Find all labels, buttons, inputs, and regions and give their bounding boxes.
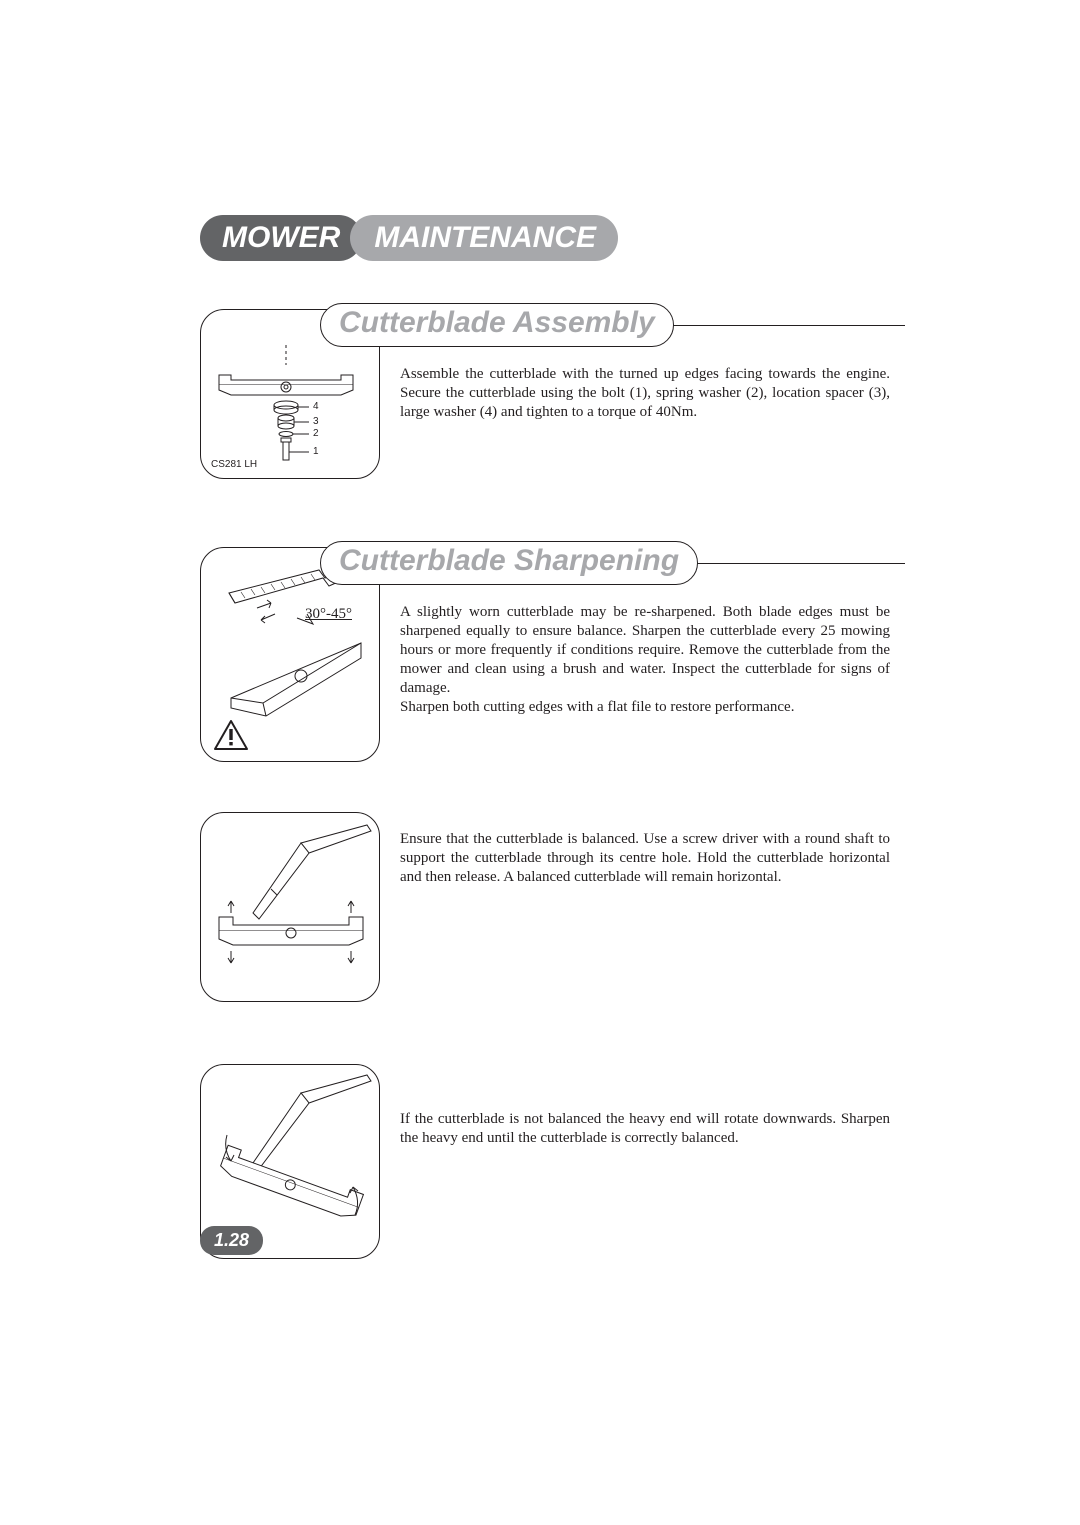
main-title: MOWER MAINTENANCE <box>200 215 905 261</box>
sharpening-body: 30°-45° A slightly worn cutterblade may … <box>200 603 905 762</box>
title-left: MOWER <box>200 215 362 261</box>
title-right: MAINTENANCE <box>350 215 618 261</box>
page-number: 1.28 <box>200 1226 263 1255</box>
assembly-caption: CS281 LH <box>211 459 257 470</box>
balance-text: Ensure that the cutterblade is balanced.… <box>400 830 890 887</box>
sharpening-heading: Cutterblade Sharpening <box>320 541 698 585</box>
assembly-text: Assemble the cutterblade with the turned… <box>400 365 890 422</box>
section-sharpening: Cutterblade Sharpening <box>200 541 905 1259</box>
heading-rule <box>670 325 905 326</box>
balance-block: Ensure that the cutterblade is balanced.… <box>200 812 905 1002</box>
balance-svg-icon <box>201 813 381 1003</box>
warning-icon <box>213 719 249 751</box>
unbalanced-text: If the cutterblade is not balanced the h… <box>400 1110 890 1148</box>
assembly-body: 4 3 2 1 CS281 LH Assemble the cutterblad… <box>200 365 905 479</box>
callout-4: 4 <box>313 401 319 412</box>
unbalanced-block: If the cutterblade is not balanced the h… <box>200 1064 905 1259</box>
section-assembly: Cutterblade Assembly <box>200 303 905 479</box>
balance-figure <box>200 812 380 1002</box>
sharpening-heading-row: Cutterblade Sharpening <box>320 541 905 585</box>
assembly-heading: Cutterblade Assembly <box>320 303 674 347</box>
assembly-heading-row: Cutterblade Assembly <box>320 303 905 347</box>
callout-3: 3 <box>313 416 319 427</box>
page: MOWER MAINTENANCE Cutterblade Assembly <box>0 0 1080 1525</box>
sharpening-intro-text: A slightly worn cutterblade may be re-sh… <box>400 603 890 717</box>
callout-2: 2 <box>313 428 319 439</box>
heading-rule <box>694 563 905 564</box>
angle-label: 30°-45° <box>305 606 352 623</box>
callout-1: 1 <box>313 446 319 457</box>
